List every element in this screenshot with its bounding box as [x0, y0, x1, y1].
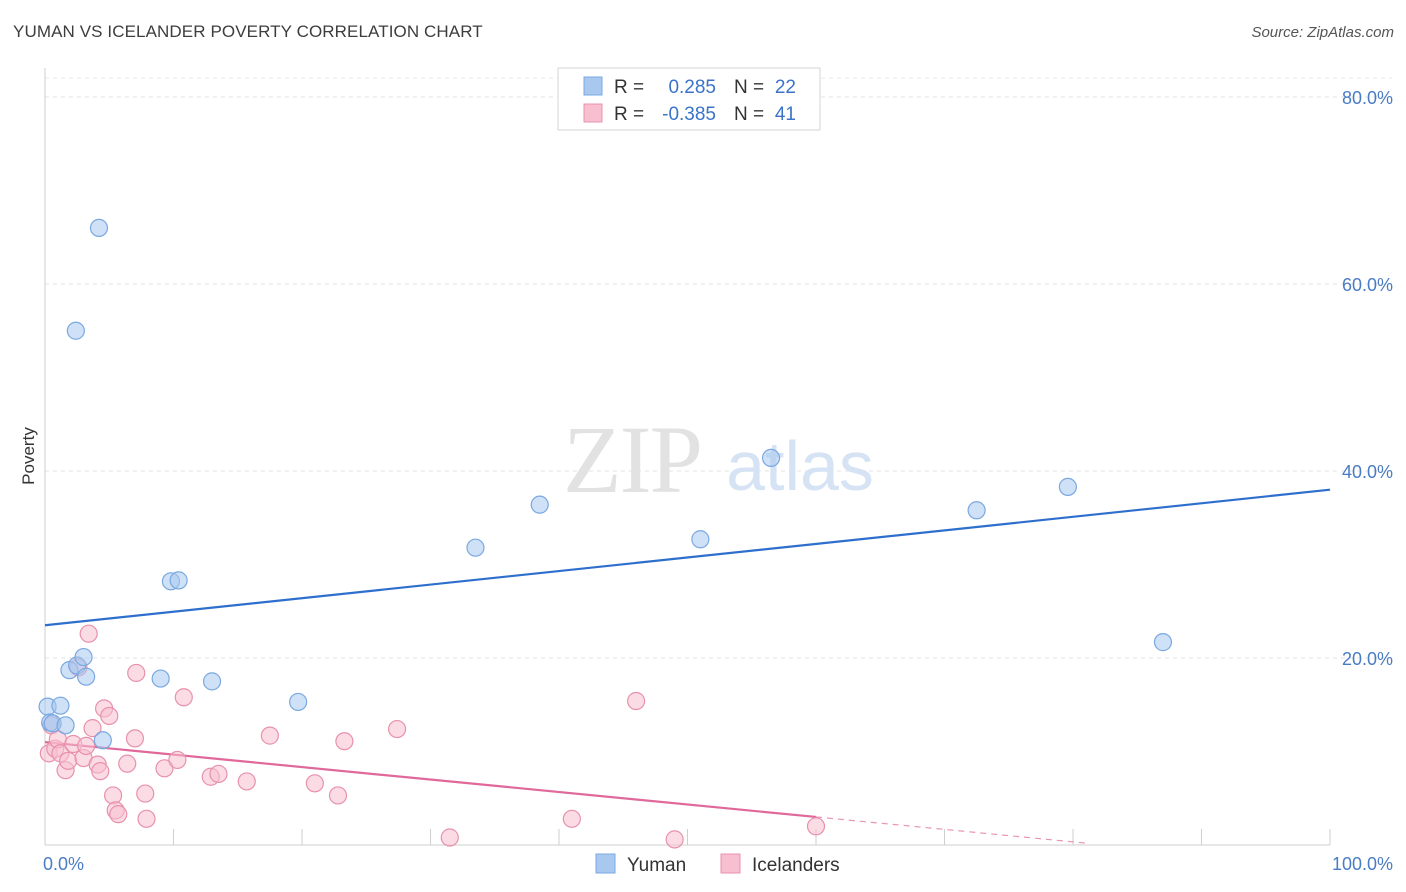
legend-swatch-icelanders: [583, 103, 603, 123]
point-icelanders-34: [335, 732, 354, 751]
point-icelanders-32: [305, 774, 324, 793]
point-icelanders-33: [328, 786, 348, 805]
x-tick-label-min: 0.0%: [43, 854, 84, 874]
legend-n-label-1: N =: [734, 77, 764, 98]
legend-r-label-1: R =: [614, 77, 644, 98]
point-yuman-8: [77, 667, 96, 686]
trendline-icelanders: [44, 741, 817, 819]
point-yuman-17: [466, 538, 485, 557]
point-icelanders-29: [209, 764, 228, 784]
y-tick-label-80: 80.0%: [1342, 88, 1393, 108]
chart-source: Source: ZipAtlas.com: [1251, 24, 1394, 41]
y-tick-label-60: 60.0%: [1342, 275, 1393, 295]
point-yuman-15: [202, 672, 222, 691]
y-tick-label-40: 40.0%: [1342, 462, 1393, 482]
data-points: [38, 218, 1173, 849]
trendlines: [44, 488, 1331, 844]
watermark: ZIP atlas: [563, 406, 874, 513]
bottom-legend-swatch-icelanders: [720, 853, 741, 874]
point-icelanders-22: [127, 663, 146, 683]
point-icelanders-38: [626, 691, 646, 711]
legend-r-value-2: -0.385: [662, 104, 716, 125]
point-icelanders-10: [77, 736, 96, 755]
x-tick-labels: 0.0% 100.0%: [43, 854, 1393, 874]
point-yuman-21: [967, 501, 986, 520]
point-icelanders-6: [59, 751, 78, 770]
point-icelanders-40: [806, 817, 826, 836]
point-icelanders-36: [440, 828, 459, 847]
watermark-atlas: atlas: [726, 427, 874, 505]
point-yuman-14: [169, 571, 188, 590]
bottom-legend-icelanders: Icelanders: [752, 855, 840, 876]
legend-r-label-2: R =: [614, 104, 644, 125]
point-icelanders-27: [174, 688, 193, 707]
point-icelanders-21: [125, 729, 145, 748]
legend-r-value-1: 0.285: [668, 77, 716, 98]
point-icelanders-26: [168, 750, 187, 770]
point-yuman-10: [89, 218, 109, 237]
legend-n-value-1: 22: [775, 77, 796, 98]
point-yuman-20: [761, 448, 781, 468]
point-icelanders-37: [562, 809, 581, 828]
point-icelanders-12: [83, 719, 102, 738]
point-icelanders-24: [137, 809, 156, 828]
bottom-legend-yuman: Yuman: [627, 855, 686, 876]
legend-swatch-yuman: [583, 76, 603, 96]
point-yuman-12: [151, 669, 170, 688]
point-icelanders-17: [104, 786, 123, 805]
point-icelanders-20: [118, 754, 137, 773]
point-yuman-22: [1058, 477, 1077, 496]
legend-n-value-2: 41: [775, 104, 796, 125]
trendline-extension-icelanders: [815, 816, 1086, 844]
point-yuman-3: [51, 696, 70, 715]
point-icelanders-39: [665, 830, 684, 849]
point-icelanders-23: [136, 784, 155, 803]
bottom-legend-swatch-yuman: [595, 853, 616, 874]
y-tick-labels: 20.0% 40.0% 60.0% 80.0%: [1342, 88, 1393, 669]
point-icelanders-16: [100, 706, 119, 726]
point-yuman-7: [74, 647, 93, 667]
x-tick-label-max: 100.0%: [1332, 854, 1393, 874]
chart-title: YUMAN VS ICELANDER POVERTY CORRELATION C…: [13, 22, 483, 41]
y-tick-label-20: 20.0%: [1342, 649, 1393, 669]
point-yuman-18: [530, 495, 549, 514]
point-icelanders-30: [237, 772, 256, 791]
point-yuman-23: [1153, 633, 1173, 652]
watermark-zip: ZIP: [563, 406, 701, 513]
point-icelanders-11: [79, 624, 98, 643]
point-icelanders-25: [155, 759, 174, 778]
point-yuman-9: [66, 321, 85, 340]
series-legend: Yuman Icelanders: [595, 853, 840, 876]
legend-n-label-2: N =: [734, 104, 764, 125]
point-yuman-4: [56, 716, 75, 735]
point-yuman-16: [289, 692, 308, 712]
point-yuman-19: [691, 530, 710, 549]
point-icelanders-31: [260, 726, 279, 745]
gridlines: [45, 77, 1392, 659]
point-yuman-11: [93, 731, 112, 750]
correlation-legend: R = 0.285 N = 22 R = -0.385 N = 41: [557, 67, 821, 131]
y-axis-label: Poverty: [19, 427, 38, 485]
trendline-yuman: [44, 488, 1331, 627]
point-icelanders-35: [387, 719, 407, 739]
point-icelanders-19: [109, 805, 128, 824]
point-icelanders-14: [91, 762, 110, 781]
